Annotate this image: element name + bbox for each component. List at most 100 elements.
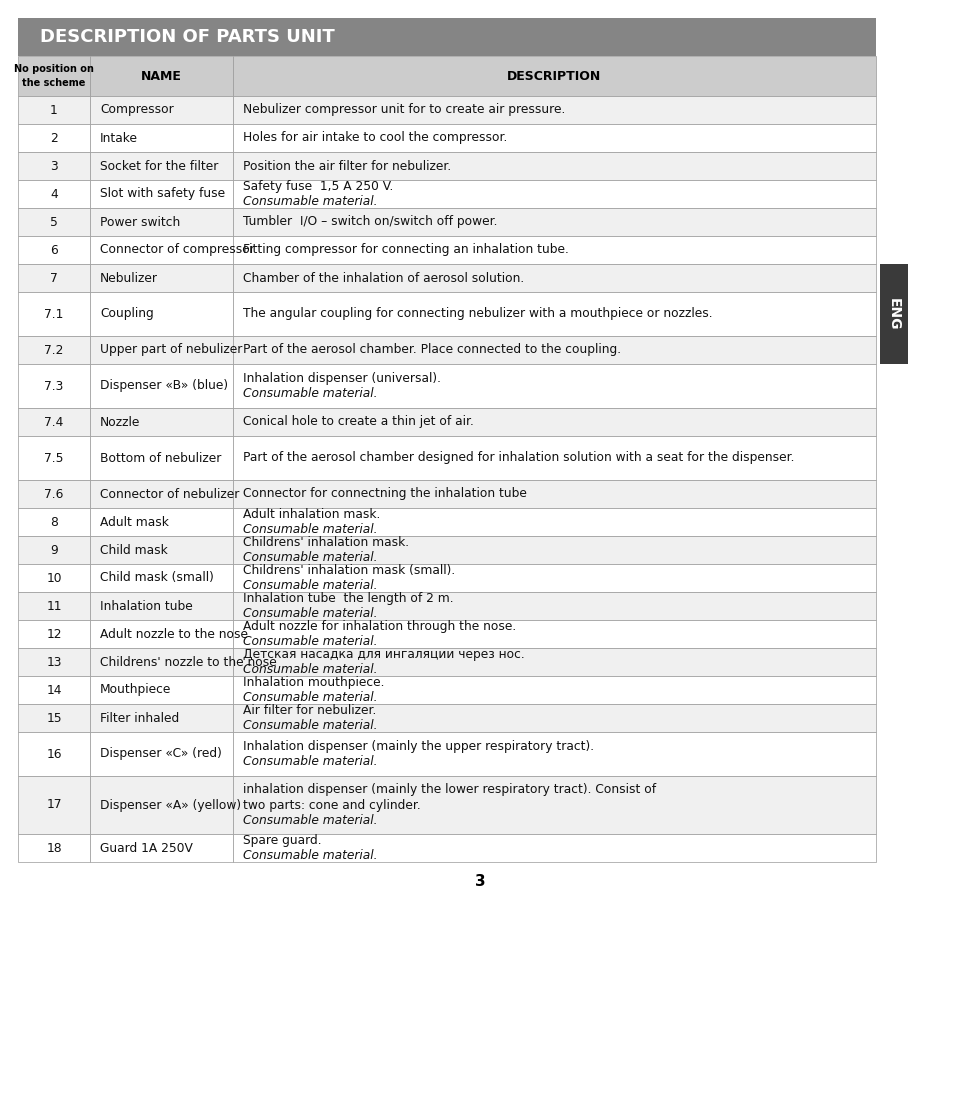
- Text: Part of the aerosol chamber designed for inhalation solution with a seat for the: Part of the aerosol chamber designed for…: [243, 451, 795, 465]
- Text: 7.6: 7.6: [44, 488, 63, 501]
- Bar: [18, 408, 90, 436]
- Bar: [18, 536, 90, 564]
- Text: Socket for the filter: Socket for the filter: [100, 160, 218, 173]
- Bar: [90, 264, 233, 292]
- Text: Consumable material.: Consumable material.: [243, 814, 377, 827]
- Bar: [90, 364, 233, 408]
- Bar: [18, 648, 90, 676]
- Bar: [18, 292, 90, 336]
- Text: Compressor: Compressor: [100, 103, 174, 117]
- Text: Consumable material.: Consumable material.: [243, 195, 377, 208]
- Bar: [880, 264, 908, 364]
- Bar: [233, 732, 876, 776]
- Bar: [90, 620, 233, 648]
- Bar: [90, 408, 233, 436]
- Bar: [18, 676, 90, 704]
- Bar: [90, 96, 233, 124]
- Text: Filter inhaled: Filter inhaled: [100, 711, 180, 724]
- Text: Consumable material.: Consumable material.: [243, 849, 377, 862]
- Bar: [233, 480, 876, 508]
- Text: 14: 14: [46, 684, 61, 697]
- Text: Dispenser «C» (red): Dispenser «C» (red): [100, 748, 222, 761]
- Text: 11: 11: [46, 600, 61, 612]
- Bar: [90, 564, 233, 592]
- Text: 8: 8: [50, 515, 58, 528]
- Text: Safety fuse  1,5 A 250 V.: Safety fuse 1,5 A 250 V.: [243, 179, 397, 193]
- Text: Child mask: Child mask: [100, 544, 168, 556]
- Text: NAME: NAME: [141, 69, 182, 83]
- Text: ENG: ENG: [887, 297, 901, 330]
- Bar: [233, 592, 876, 620]
- Text: Power switch: Power switch: [100, 216, 180, 229]
- Bar: [18, 236, 90, 264]
- Bar: [18, 620, 90, 648]
- Bar: [233, 56, 876, 96]
- Bar: [233, 208, 876, 236]
- Text: inhalation dispenser (mainly the lower respiratory tract). Consist of: inhalation dispenser (mainly the lower r…: [243, 784, 656, 796]
- Bar: [18, 704, 90, 732]
- Text: Mouthpiece: Mouthpiece: [100, 684, 172, 697]
- Text: Consumable material.: Consumable material.: [243, 635, 377, 648]
- Text: 13: 13: [46, 655, 61, 668]
- Bar: [90, 208, 233, 236]
- Text: Consumable material.: Consumable material.: [243, 719, 377, 732]
- Text: Connector for connectning the inhalation tube: Connector for connectning the inhalation…: [243, 488, 527, 501]
- Text: Part of the aerosol chamber. Place connected to the coupling.: Part of the aerosol chamber. Place conne…: [243, 344, 621, 357]
- Text: Nozzle: Nozzle: [100, 415, 140, 428]
- Text: 2: 2: [50, 131, 58, 144]
- Text: Consumable material.: Consumable material.: [243, 579, 377, 592]
- Bar: [233, 564, 876, 592]
- Bar: [18, 564, 90, 592]
- Bar: [18, 179, 90, 208]
- Bar: [233, 292, 876, 336]
- Bar: [233, 264, 876, 292]
- Bar: [233, 436, 876, 480]
- Text: 6: 6: [50, 243, 58, 257]
- Text: Air filter for nebulizer.: Air filter for nebulizer.: [243, 704, 380, 717]
- Text: 17: 17: [46, 798, 61, 811]
- Bar: [18, 508, 90, 536]
- Bar: [18, 152, 90, 179]
- Bar: [90, 292, 233, 336]
- Bar: [233, 236, 876, 264]
- Bar: [18, 436, 90, 480]
- Text: Nebulizer: Nebulizer: [100, 272, 158, 284]
- Bar: [233, 704, 876, 732]
- Bar: [18, 480, 90, 508]
- Bar: [18, 732, 90, 776]
- Bar: [90, 480, 233, 508]
- Bar: [233, 620, 876, 648]
- Text: 5: 5: [50, 216, 58, 229]
- Text: 15: 15: [46, 711, 61, 724]
- Text: DESCRIPTION OF PARTS UNIT: DESCRIPTION OF PARTS UNIT: [40, 28, 335, 46]
- Text: Inhalation tube: Inhalation tube: [100, 600, 193, 612]
- Bar: [90, 648, 233, 676]
- Bar: [18, 364, 90, 408]
- Text: Consumable material.: Consumable material.: [243, 550, 377, 564]
- Text: Connector of nebulizer: Connector of nebulizer: [100, 488, 239, 501]
- Text: Детская насадка для ингаляции через нос.: Детская насадка для ингаляции через нос.: [243, 648, 529, 661]
- Bar: [18, 833, 90, 862]
- Bar: [90, 833, 233, 862]
- Text: 3: 3: [474, 874, 486, 890]
- Bar: [90, 536, 233, 564]
- Bar: [90, 236, 233, 264]
- Text: No position on
the scheme: No position on the scheme: [14, 64, 94, 88]
- Bar: [233, 179, 876, 208]
- Bar: [18, 208, 90, 236]
- Bar: [18, 56, 90, 96]
- Text: Adult inhalation mask.: Adult inhalation mask.: [243, 508, 384, 521]
- Bar: [90, 592, 233, 620]
- Text: Tumbler  I/O – switch on/switch off power.: Tumbler I/O – switch on/switch off power…: [243, 216, 497, 229]
- Text: Guard 1A 250V: Guard 1A 250V: [100, 841, 193, 854]
- Bar: [18, 336, 90, 364]
- Text: Childrens' nozzle to the nose: Childrens' nozzle to the nose: [100, 655, 276, 668]
- Text: Adult nozzle to the nose: Adult nozzle to the nose: [100, 628, 248, 641]
- Text: 16: 16: [46, 748, 61, 761]
- Bar: [233, 776, 876, 833]
- Bar: [233, 833, 876, 862]
- Text: 7.2: 7.2: [44, 344, 63, 357]
- Bar: [233, 536, 876, 564]
- Text: 7: 7: [50, 272, 58, 284]
- Text: DESCRIPTION: DESCRIPTION: [508, 69, 602, 83]
